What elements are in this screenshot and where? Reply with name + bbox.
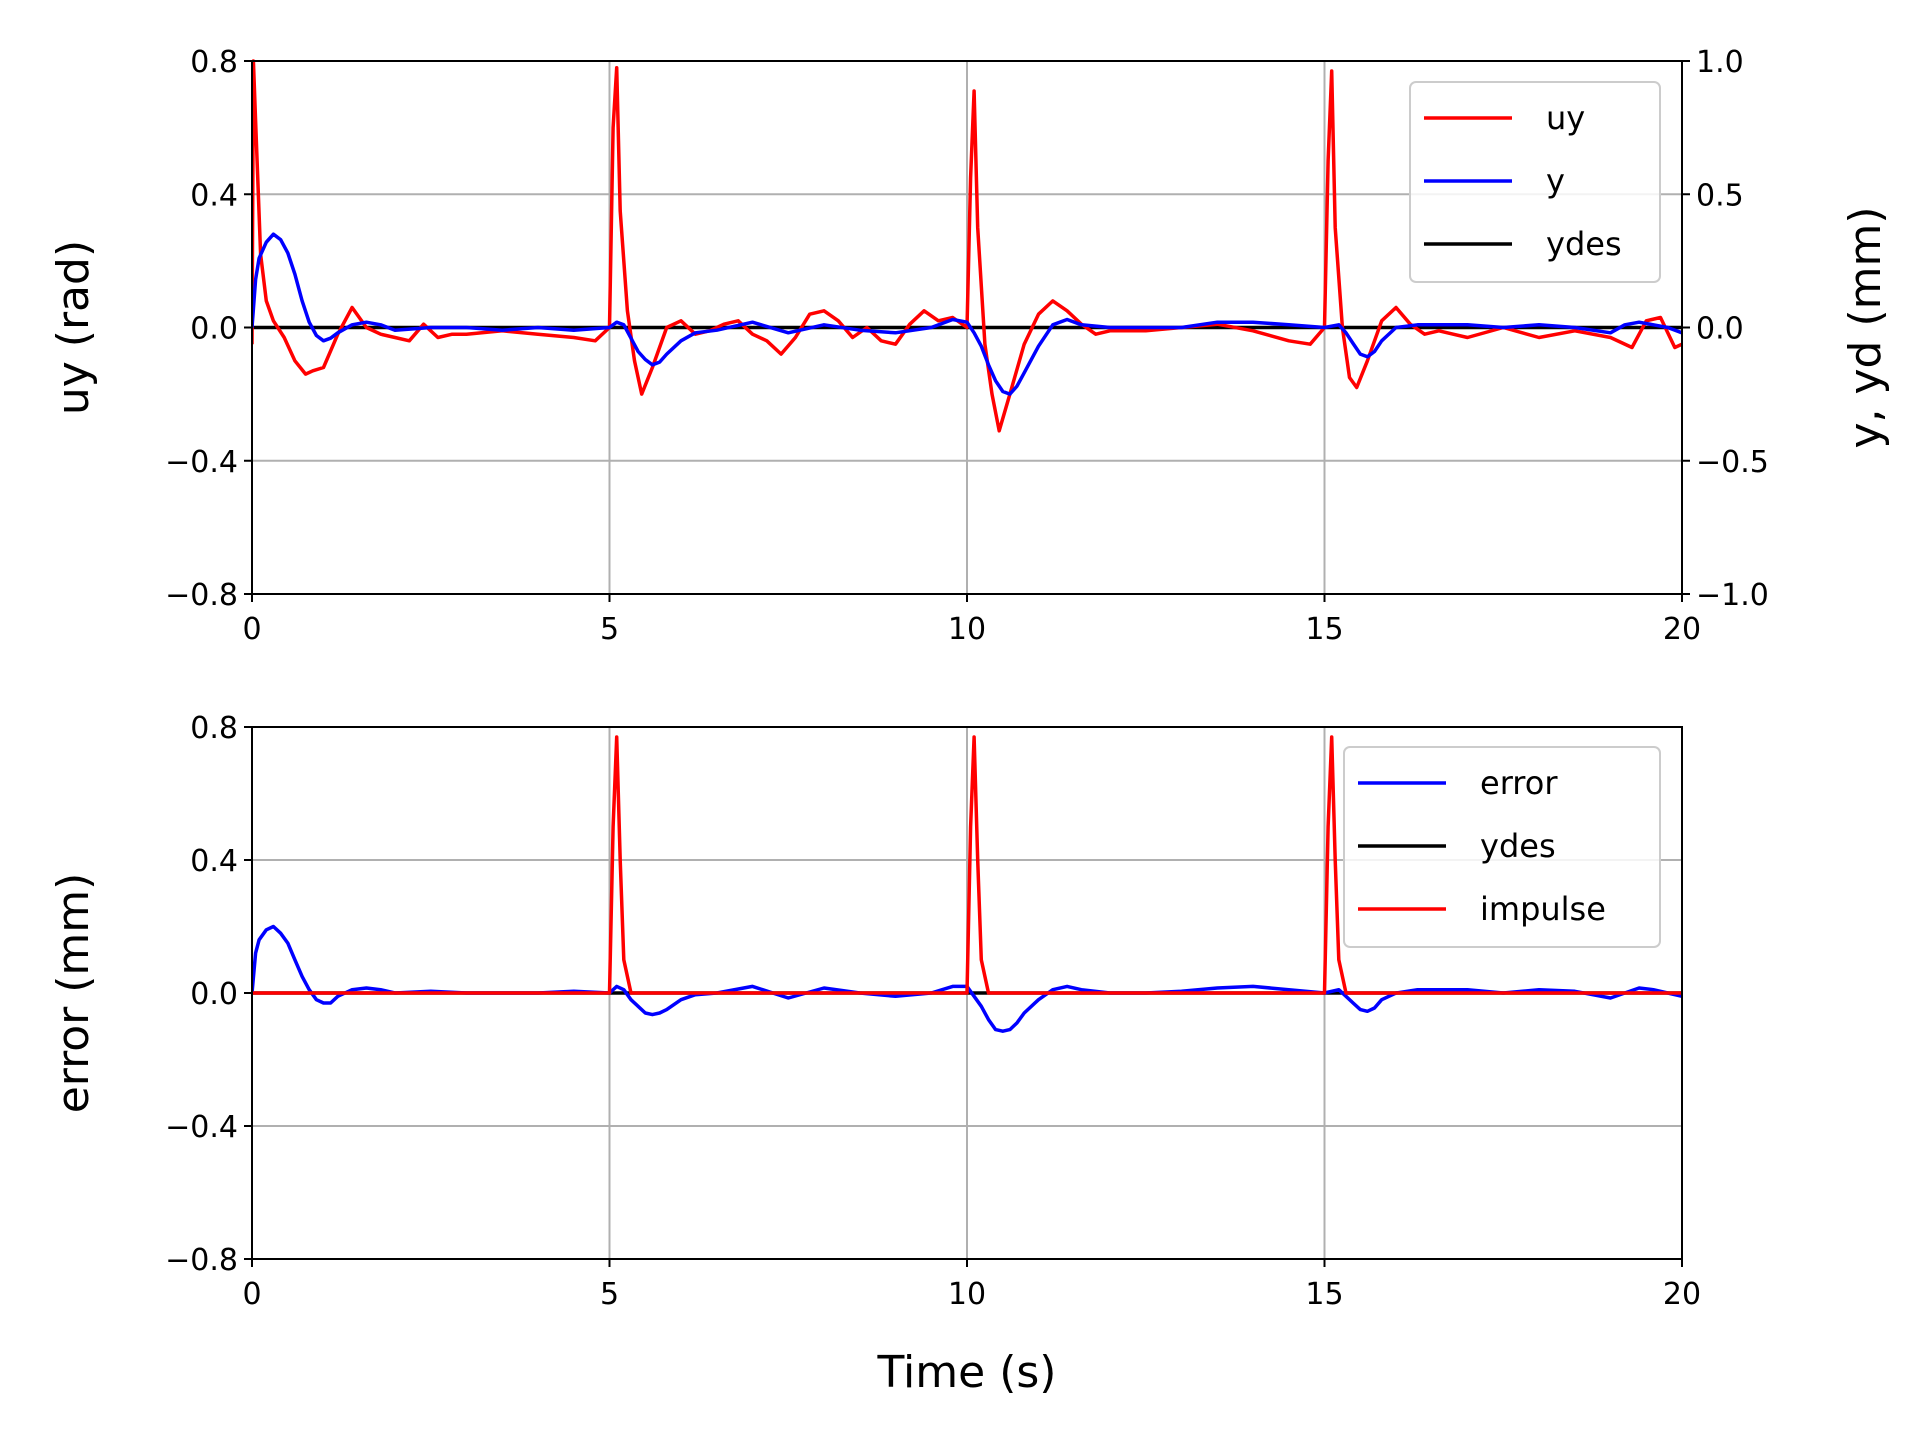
series-line-y <box>252 232 1682 396</box>
x-tick-label: 15 <box>1305 612 1343 647</box>
y-tick-label: 0.8 <box>190 45 238 80</box>
legend-label: error <box>1480 764 1558 802</box>
legend-label: ydes <box>1546 225 1622 263</box>
x-tick-label: 20 <box>1663 612 1701 647</box>
legend-label: uy <box>1546 99 1585 137</box>
y-tick-label: 0.0 <box>190 312 238 347</box>
y2-axis-title: y, yd (mm) <box>1840 206 1891 448</box>
y-axis-title: error (mm) <box>48 873 99 1114</box>
legend-box <box>1409 81 1661 283</box>
x-tick-label: 15 <box>1305 1277 1343 1312</box>
x-tick-label: 10 <box>948 612 986 647</box>
y-tick-label: −0.8 <box>165 1243 238 1278</box>
legend-label: ydes <box>1480 827 1556 865</box>
series-line-uy <box>252 59 1682 433</box>
x-tick-label: 10 <box>948 1277 986 1312</box>
y-tick-label: −0.8 <box>165 578 238 613</box>
top-panel: 0 5 10 15 20 −0.8 −0.4 0.0 0.4 0.8 −1.0 −0.5 0.0 0.5 1… <box>48 45 1891 647</box>
y2-tick-label: 1.0 <box>1696 45 1744 80</box>
y-tick-label: 0.4 <box>190 178 238 213</box>
y2-tick-label: 0.5 <box>1696 178 1744 213</box>
y-tick-label: 0.0 <box>190 977 238 1012</box>
x-tick-label: 0 <box>242 1277 261 1312</box>
bottom-panel: 0 5 10 15 20 −0.8 −0.4 0.0 0.4 0.8 error (mm) Time … <box>48 711 1701 1398</box>
x-tick-label: 5 <box>600 1277 619 1312</box>
y2-tick-label: −1.0 <box>1696 578 1769 613</box>
y-tick-label: 0.8 <box>190 711 238 746</box>
y2-tick-label: 0.0 <box>1696 312 1744 347</box>
y-tick-label: 0.4 <box>190 844 238 879</box>
x-axis-title: Time (s) <box>877 1347 1057 1398</box>
legend-label: y <box>1546 162 1565 200</box>
y-tick-label: −0.4 <box>165 445 238 480</box>
legend-box <box>1343 746 1661 948</box>
y-tick-label: −0.4 <box>165 1110 238 1145</box>
x-tick-label: 0 <box>242 612 261 647</box>
x-tick-label: 5 <box>600 612 619 647</box>
x-tick-label: 20 <box>1663 1277 1701 1312</box>
y-axis-title: uy (rad) <box>48 240 99 415</box>
y2-tick-label: −0.5 <box>1696 445 1769 480</box>
series-line-impulse <box>252 735 1682 995</box>
legend-label: impulse <box>1480 890 1606 928</box>
